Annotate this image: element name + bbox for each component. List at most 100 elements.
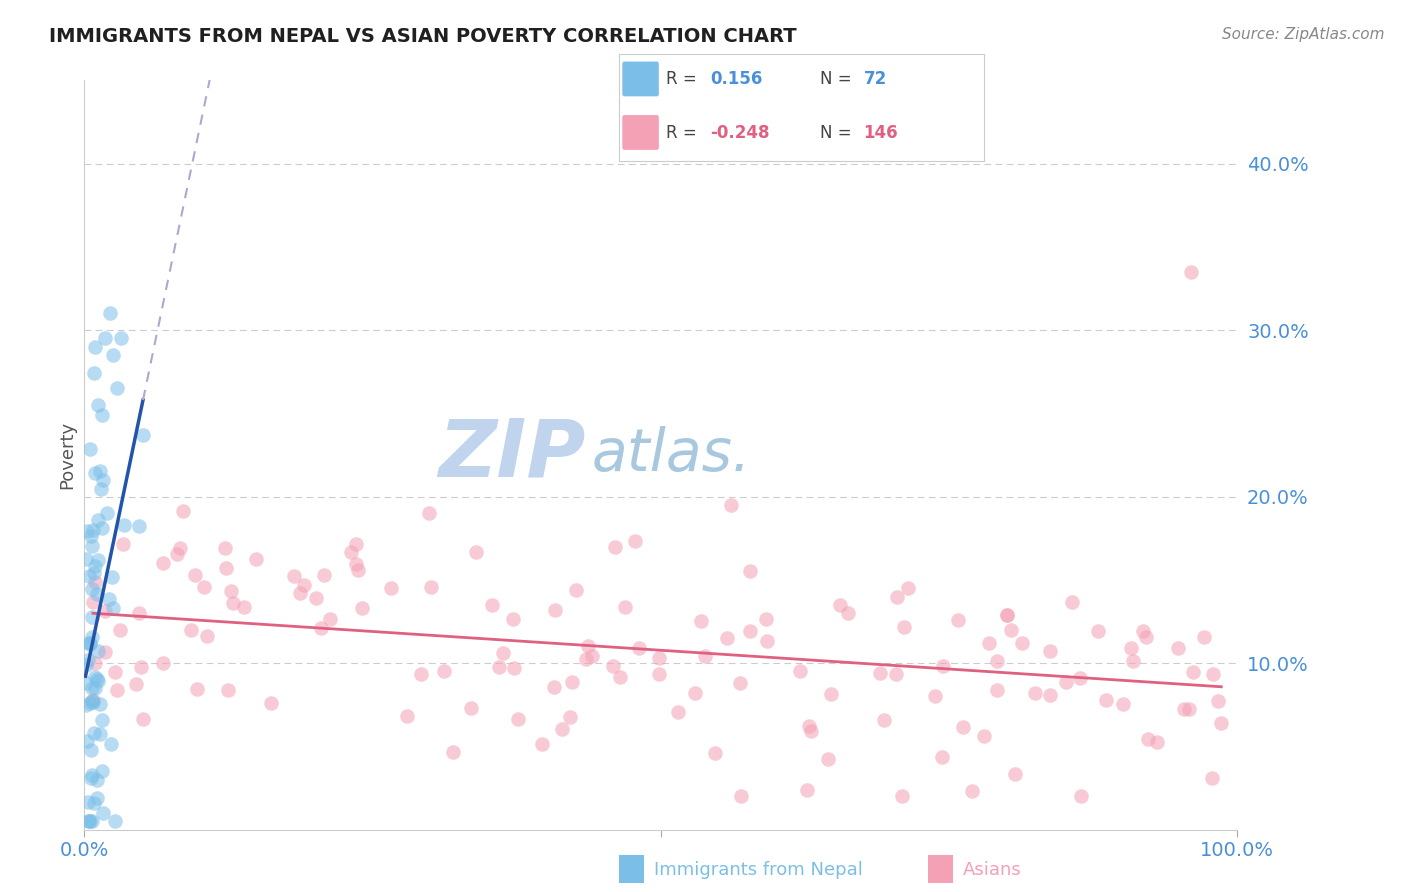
- Point: [543, 680, 565, 694]
- Point: [1167, 641, 1189, 656]
- Point: [152, 656, 174, 670]
- Point: [108, 624, 131, 638]
- Point: [112, 518, 135, 533]
- FancyBboxPatch shape: [623, 115, 659, 150]
- Point: [245, 551, 267, 566]
- Point: [1122, 654, 1144, 668]
- Point: [128, 606, 150, 620]
- Point: [260, 696, 283, 710]
- Point: [565, 583, 588, 598]
- Point: [995, 607, 1018, 622]
- Point: [465, 545, 488, 559]
- Point: [960, 783, 983, 797]
- Point: [75, 551, 97, 566]
- Point: [1062, 595, 1084, 609]
- Point: [602, 659, 624, 673]
- Point: [94, 331, 117, 345]
- Point: [104, 665, 127, 679]
- Point: [79, 442, 101, 457]
- Point: [433, 665, 456, 679]
- Point: [103, 348, 124, 362]
- Point: [217, 682, 239, 697]
- Point: [215, 561, 238, 575]
- Point: [647, 666, 669, 681]
- Point: [82, 523, 104, 537]
- Point: [86, 790, 108, 805]
- Point: [219, 584, 242, 599]
- Point: [305, 591, 328, 605]
- Point: [502, 612, 524, 626]
- Point: [952, 720, 974, 734]
- Text: IMMIGRANTS FROM NEPAL VS ASIAN POVERTY CORRELATION CHART: IMMIGRANTS FROM NEPAL VS ASIAN POVERTY C…: [49, 27, 797, 45]
- Point: [76, 734, 98, 748]
- Point: [828, 598, 851, 612]
- Point: [83, 566, 105, 581]
- Y-axis label: Poverty: Poverty: [58, 421, 76, 489]
- Point: [75, 676, 97, 690]
- Point: [100, 737, 122, 751]
- Point: [995, 608, 1018, 623]
- Point: [609, 670, 631, 684]
- Point: [105, 682, 128, 697]
- Point: [104, 814, 127, 829]
- Point: [1201, 771, 1223, 785]
- Point: [82, 693, 104, 707]
- Point: [312, 567, 335, 582]
- Point: [91, 806, 114, 821]
- Point: [897, 581, 920, 595]
- Text: 146: 146: [863, 124, 898, 142]
- Point: [79, 636, 101, 650]
- Point: [932, 659, 955, 673]
- Point: [1087, 624, 1109, 638]
- Point: [873, 713, 896, 727]
- Point: [755, 612, 778, 626]
- Point: [77, 653, 100, 667]
- Point: [166, 547, 188, 561]
- Point: [544, 603, 567, 617]
- Point: [1181, 665, 1204, 679]
- Point: [91, 713, 114, 727]
- Point: [288, 586, 311, 600]
- Point: [97, 592, 120, 607]
- Point: [716, 631, 738, 645]
- Point: [83, 726, 105, 740]
- Point: [837, 607, 859, 621]
- Point: [319, 612, 342, 626]
- Point: [893, 620, 915, 634]
- Point: [83, 467, 105, 481]
- Point: [91, 520, 114, 534]
- Point: [419, 580, 441, 594]
- Point: [105, 381, 128, 395]
- Text: N =: N =: [820, 124, 856, 142]
- Point: [924, 689, 946, 703]
- Point: [344, 557, 367, 571]
- Point: [110, 331, 132, 345]
- Point: [1039, 644, 1062, 658]
- Point: [101, 601, 124, 615]
- Point: [184, 568, 207, 582]
- Point: [796, 783, 818, 797]
- Point: [98, 306, 121, 320]
- Point: [886, 590, 908, 604]
- Point: [623, 534, 645, 549]
- Point: [551, 722, 574, 736]
- Point: [558, 710, 581, 724]
- Point: [86, 587, 108, 601]
- Point: [82, 768, 104, 782]
- Point: [77, 636, 100, 650]
- Point: [82, 595, 104, 609]
- Point: [283, 569, 305, 583]
- Point: [87, 643, 110, 657]
- Point: [395, 709, 418, 723]
- Point: [89, 464, 111, 478]
- Point: [77, 814, 100, 829]
- Point: [575, 652, 598, 666]
- Point: [789, 664, 811, 678]
- Point: [1004, 767, 1026, 781]
- Point: [87, 513, 110, 527]
- Point: [77, 569, 100, 583]
- Point: [1192, 630, 1215, 644]
- Text: R =: R =: [666, 124, 702, 142]
- Point: [347, 563, 370, 577]
- Point: [1039, 688, 1062, 702]
